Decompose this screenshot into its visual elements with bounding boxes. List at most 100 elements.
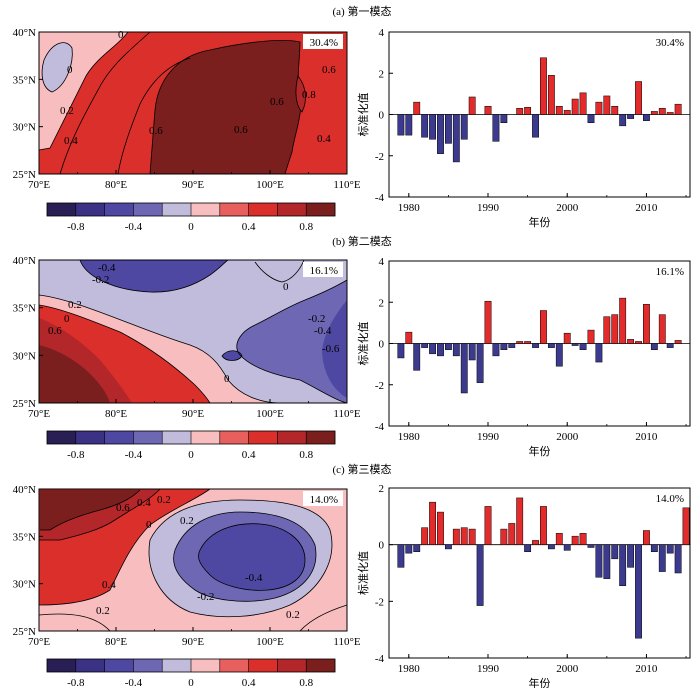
map-y-tick-label: 30°N xyxy=(13,579,36,591)
map-c-region-maroon xyxy=(40,490,140,530)
y-tick-label: -2 xyxy=(375,151,384,163)
bar-negative xyxy=(476,343,484,383)
map-b-percent-box xyxy=(303,262,343,277)
x-tick-label: 2010 xyxy=(635,431,658,443)
colorbar-tick-label: 0.4 xyxy=(242,221,256,233)
map-c-contour-zero xyxy=(148,499,333,618)
map-a-label-2: 0 xyxy=(67,64,73,76)
map-a-label-3: 0.2 xyxy=(60,105,74,117)
map-c-label-7: -0.2 xyxy=(197,591,214,603)
map-x-tick-label: 110°E xyxy=(333,636,360,648)
bar-positive xyxy=(587,329,595,344)
colorbar-tick-label: 0.8 xyxy=(299,449,313,461)
map-y-tick-label: 30°N xyxy=(13,350,36,362)
map-c-contour-neg4 xyxy=(198,523,306,591)
map-a-label-9: 0.6 xyxy=(322,64,336,76)
map-b-label-1: -0.4 xyxy=(98,262,116,274)
map-x-tick-label: 70°E xyxy=(28,636,50,648)
bar-negative xyxy=(397,114,405,136)
map-b-region-cell xyxy=(221,350,243,361)
bar-positive xyxy=(635,341,642,344)
bar-negative xyxy=(650,544,658,553)
x-tick-label: 1990 xyxy=(477,431,500,443)
bar-negative xyxy=(405,114,413,136)
colorbar-tick-label: 0.4 xyxy=(242,449,256,461)
bar-positive xyxy=(579,92,587,115)
map-c-contour-maroon xyxy=(40,489,141,531)
map-b-contour-right xyxy=(236,279,348,404)
panel-b: (b) 第二模态 -0.4 -0.2 0.2 0 0.6 0 -0.2 -0.4… xyxy=(13,234,691,461)
map-a-region-dark xyxy=(150,40,301,174)
x-tick-label: 1980 xyxy=(398,202,421,214)
map-b-region-purple-top xyxy=(80,260,228,293)
colorbar-swatch xyxy=(133,203,163,216)
colorbar-swatch xyxy=(277,431,307,444)
colorbar-tick-label: -0.4 xyxy=(125,221,143,233)
x-tick-label: 1980 xyxy=(398,663,421,675)
panel-c: (c) 第三模态 0.6 0.4 0.2 0 0.2 -0.4 -0.2 0.4 xyxy=(13,462,691,688)
bar-positive xyxy=(540,57,547,115)
bar-negative xyxy=(666,343,674,348)
bar-positive xyxy=(405,331,413,344)
bar-positive xyxy=(524,341,532,344)
y-axis-label: 标准化值 xyxy=(356,322,370,366)
bar-negative xyxy=(587,544,595,548)
bar-negative xyxy=(627,114,635,119)
bar-positive xyxy=(619,297,627,344)
bar-positive xyxy=(516,108,524,115)
bar-positive xyxy=(611,314,619,344)
bar-negative xyxy=(437,114,444,154)
x-axis-label: 年份 xyxy=(529,215,551,229)
colorbar-a: -0.8 -0.4 0 0.4 0.8 xyxy=(46,202,336,233)
colorbar-swatch xyxy=(75,203,105,216)
bar-negative xyxy=(437,343,444,357)
bar-negative xyxy=(532,114,539,138)
bar-positive xyxy=(452,528,460,545)
bar-negative xyxy=(444,544,452,550)
map-y-tick-label: 25°N xyxy=(13,169,36,181)
colorbar-tick-label: -0.4 xyxy=(125,677,143,688)
panel-title-a: (a) 第一模态 xyxy=(333,4,392,18)
bar-positive xyxy=(682,507,690,545)
colorbar-swatch xyxy=(47,659,77,672)
bar-positive xyxy=(468,528,476,545)
y-tick-label: -2 xyxy=(375,380,384,392)
map-a: 0 0 0.2 0.4 0.6 0.6 0.6 0.8 0.6 0.4 30.4… xyxy=(38,29,348,175)
bar-negative xyxy=(429,343,436,355)
map-a-label-10: 0.4 xyxy=(317,133,331,145)
colorbar-tick-label: -0.4 xyxy=(125,449,143,461)
colorbar-swatch xyxy=(306,203,336,216)
map-b-label-2: -0.2 xyxy=(92,274,109,286)
map-c-label-3: 0.2 xyxy=(157,494,171,506)
bar-positive xyxy=(658,108,666,115)
colorbar-swatch xyxy=(306,659,336,672)
map-b-label-4: 0 xyxy=(64,313,70,325)
bar-positive xyxy=(603,316,611,344)
map-b-label-3: 0.2 xyxy=(68,299,82,311)
bar-negative xyxy=(476,544,484,606)
colorbar-tick-label: -0.8 xyxy=(67,449,85,461)
bar-negative xyxy=(397,343,405,359)
colorbar-tick-label: -0.8 xyxy=(67,221,85,233)
bar-negative xyxy=(468,343,476,361)
bar-negative xyxy=(658,544,666,572)
bar-negative xyxy=(413,544,421,553)
map-x-tick-label: 110°E xyxy=(333,179,360,191)
colorbar-tick-label: 0.8 xyxy=(299,221,313,233)
colorbar-swatch xyxy=(47,431,77,444)
x-tick-label: 1990 xyxy=(477,663,500,675)
colorbar-tick-label: 0 xyxy=(188,677,194,688)
bar-negative xyxy=(635,544,642,639)
map-y-tick-label: 40°N xyxy=(13,27,36,39)
y-tick-label: 4 xyxy=(379,27,385,39)
colorbar-swatch xyxy=(219,431,249,444)
bar-positive xyxy=(460,527,468,545)
map-b-label-10: 0 xyxy=(224,373,230,385)
colorbar-swatch xyxy=(277,203,307,216)
bar-negative xyxy=(595,343,603,363)
bar-negative xyxy=(603,544,611,579)
colorbar-swatch xyxy=(248,431,278,444)
panel-title-c: (c) 第三模态 xyxy=(333,462,392,476)
colorbar-tick-label: 0.4 xyxy=(242,677,256,688)
